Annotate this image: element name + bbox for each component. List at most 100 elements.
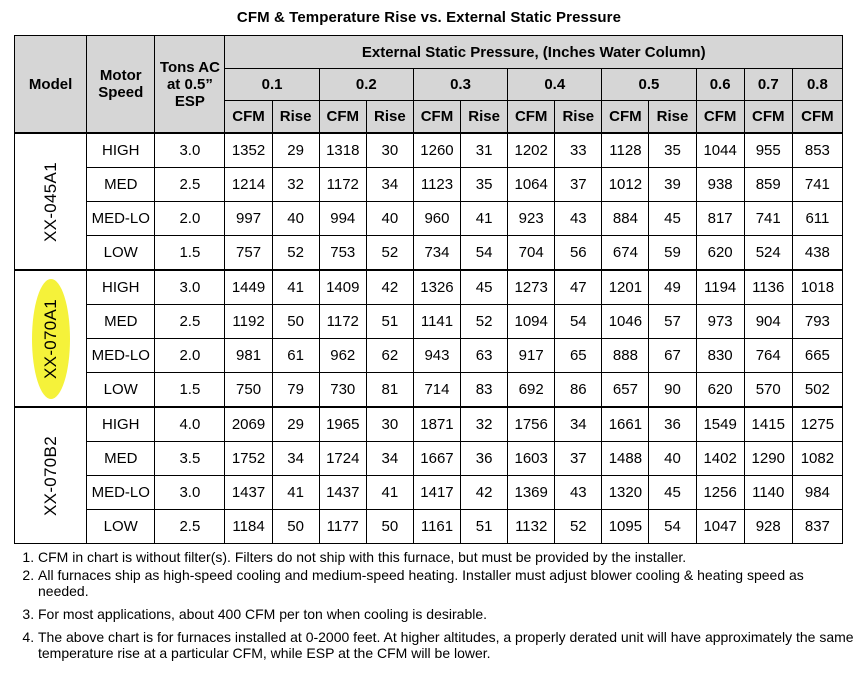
chart-title: CFM & Temperature Rise vs. External Stat…: [236, 9, 622, 26]
motor-speed-cell: HIGH: [86, 406, 156, 442]
tons-cell: 2.5: [154, 509, 226, 544]
cfm-cell: 830: [695, 338, 745, 373]
cfm-cell: 611: [791, 201, 844, 236]
cfm-cell: 750: [224, 372, 273, 408]
rise-cell: 40: [271, 201, 320, 236]
cfm-cell: 1275: [791, 406, 844, 442]
tons-cell: 3.0: [154, 132, 226, 168]
cfm-cell: 1260: [412, 132, 462, 168]
footnote: All furnaces ship as high-speed cooling …: [38, 567, 858, 599]
tons-cell: 1.5: [154, 235, 226, 271]
cfm-cell: 1752: [224, 441, 273, 476]
cfm-cell: 438: [791, 235, 844, 271]
rise-cell: 30: [365, 132, 414, 168]
cfm-cell: 904: [743, 304, 793, 339]
cfm-cell: 1172: [318, 304, 367, 339]
rise-cell: 41: [365, 475, 414, 510]
cfm-cell: 1128: [601, 132, 650, 168]
table-row: XX-070A1 HIGH 3.0 1449 41 1409 42 1326 45 1273 47 1…: [13, 269, 844, 408]
rise-cell: 33: [554, 132, 603, 168]
rise-cell: 37: [554, 167, 603, 202]
model-label: XX-045A1: [40, 161, 60, 242]
rise-cell: 62: [365, 338, 414, 373]
header-motor-speed: Motor Speed: [86, 35, 156, 134]
cfm-cell: 741: [791, 167, 844, 202]
rise-cell: 52: [460, 304, 509, 339]
cfm-cell: 753: [318, 235, 367, 271]
rise-cell: 52: [554, 509, 603, 544]
motor-speed-cell: MED-LO: [86, 475, 156, 510]
rise-cell: 63: [460, 338, 509, 373]
cfm-cell: 1449: [224, 269, 273, 305]
rise-cell: 79: [271, 372, 320, 408]
table-row: MED 2.5 1192 50 1172 51 1141 52 1094 54 1046 57 973 9…: [15, 304, 844, 339]
rise-cell: 36: [648, 406, 697, 442]
cfm-cell: 917: [507, 338, 556, 373]
cfm-cell: 620: [695, 235, 745, 271]
cfm-cell: 984: [791, 475, 844, 510]
cfm-cell: 1194: [695, 269, 745, 305]
model-label: XX-070B2: [40, 435, 60, 516]
tons-cell: 3.5: [154, 441, 226, 476]
cfm-cell: 1012: [601, 167, 650, 202]
rise-cell: 61: [271, 338, 320, 373]
cfm-cell: 741: [743, 201, 793, 236]
header-cfm: CFM: [507, 100, 556, 134]
cfm-cell: 1256: [695, 475, 745, 510]
rise-cell: 59: [648, 235, 697, 271]
cfm-cell: 997: [224, 201, 273, 236]
cfm-cell: 1661: [601, 406, 650, 442]
cfm-cell: 704: [507, 235, 556, 271]
rise-cell: 67: [648, 338, 697, 373]
cfm-cell: 1202: [507, 132, 556, 168]
cfm-cell: 1184: [224, 509, 273, 544]
cfm-cell: 1415: [743, 406, 793, 442]
rise-cell: 90: [648, 372, 697, 408]
header-pressure: 0.6: [695, 68, 745, 101]
cfm-cell: 1136: [743, 269, 793, 305]
cfm-cell: 1352: [224, 132, 273, 168]
cfm-cell: 764: [743, 338, 793, 373]
motor-speed-cell: LOW: [86, 235, 156, 271]
cfm-cell: 1290: [743, 441, 793, 476]
rise-cell: 30: [365, 406, 414, 442]
tons-cell: 4.0: [154, 406, 226, 442]
cfm-cell: 1369: [507, 475, 556, 510]
cfm-cell: 1871: [412, 406, 462, 442]
header-cfm: CFM: [743, 100, 793, 134]
header-rise: Rise: [460, 100, 509, 134]
rise-cell: 36: [460, 441, 509, 476]
cfm-cell: 1172: [318, 167, 367, 202]
cfm-cell: 817: [695, 201, 745, 236]
cfm-cell: 1724: [318, 441, 367, 476]
tons-cell: 2.0: [154, 201, 226, 236]
rise-cell: 47: [554, 269, 603, 305]
motor-speed-cell: MED-LO: [86, 201, 156, 236]
cfm-cell: 1047: [695, 509, 745, 544]
header-cfm: CFM: [412, 100, 462, 134]
rise-cell: 32: [460, 406, 509, 442]
rise-cell: 83: [460, 372, 509, 408]
cfm-cell: 1320: [601, 475, 650, 510]
table-row: LOW 2.5 1184 50 1177 50 1161 51 1132 52 1095 54 1047…: [15, 509, 844, 544]
cfm-cell: 730: [318, 372, 367, 408]
rise-cell: 32: [271, 167, 320, 202]
rise-cell: 40: [648, 441, 697, 476]
subheader-row: CFM Rise CFM Rise CFM Rise CFM Rise CFM …: [15, 100, 844, 134]
cfm-cell: 757: [224, 235, 273, 271]
motor-speed-cell: MED: [86, 304, 156, 339]
rise-cell: 34: [365, 441, 414, 476]
motor-speed-cell: LOW: [86, 372, 156, 408]
cfm-cell: 1417: [412, 475, 462, 510]
cfm-cell: 692: [507, 372, 556, 408]
header-cfm: CFM: [791, 100, 844, 134]
motor-speed-cell: MED-LO: [86, 338, 156, 373]
cfm-cell: 853: [791, 132, 844, 168]
cfm-cell: 1402: [695, 441, 745, 476]
cfm-cell: 955: [743, 132, 793, 168]
cfm-cell: 1667: [412, 441, 462, 476]
cfm-cell: 734: [412, 235, 462, 271]
cfm-cell: 1192: [224, 304, 273, 339]
cfm-cell: 1549: [695, 406, 745, 442]
header-tons-ac: Tons AC at 0.5” ESP: [154, 35, 226, 134]
